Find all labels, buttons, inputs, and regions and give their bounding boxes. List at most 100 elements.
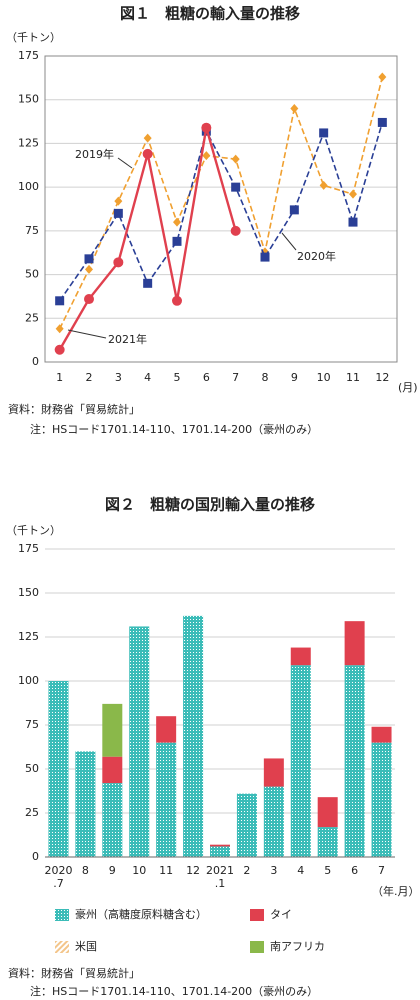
x-tick-label: 9 — [291, 371, 298, 384]
x-tick-label: 7 — [232, 371, 239, 384]
legend-label: タイ — [270, 908, 292, 921]
y-tick-label: 100 — [18, 180, 39, 193]
x-axis-label: (月) — [398, 381, 418, 394]
marker — [85, 264, 93, 274]
marker — [84, 294, 94, 305]
series-label: 2019年 — [75, 147, 114, 161]
y-tick-label: 50 — [25, 268, 39, 281]
leader-line — [281, 232, 297, 251]
bar-segment — [236, 793, 257, 857]
y-tick-label: 75 — [25, 718, 39, 731]
bar-segment — [102, 703, 123, 757]
marker — [231, 182, 241, 192]
marker — [349, 189, 357, 199]
bar-segment — [371, 726, 392, 743]
y-tick-label: 175 — [18, 542, 39, 555]
leader-line — [117, 157, 133, 169]
series-line — [58, 76, 384, 330]
x-tick-label: 4 — [144, 371, 151, 384]
bar-segment — [210, 844, 230, 847]
x-tick-label: 3 — [270, 864, 278, 877]
bar-segment — [48, 681, 69, 857]
y-tick-label: 150 — [18, 93, 39, 106]
legend-swatch — [250, 941, 264, 953]
legend-swatch — [55, 941, 69, 953]
x-tick-label: 12 — [186, 864, 201, 877]
bar-segment — [344, 621, 365, 666]
bar-segment — [317, 827, 338, 857]
marker — [84, 254, 94, 264]
x-tick-label: 6 — [351, 864, 359, 877]
marker — [113, 257, 124, 268]
y-axis-label: （千トン） — [6, 31, 61, 44]
chart-title: 図１ 粗糖の輸入量の推移 — [120, 5, 300, 23]
marker — [260, 252, 270, 262]
legend-label: 米国 — [75, 940, 97, 953]
marker — [378, 72, 387, 82]
note: 注：HSコード1701.14-110、1701.14-200（豪州のみ） — [30, 984, 318, 998]
bar-segment — [183, 615, 204, 857]
x-tick-label: 9 — [108, 864, 116, 877]
x-tick-label: 12 — [375, 371, 389, 384]
legend-swatch — [55, 909, 69, 921]
x-tick-label: 5 — [174, 371, 181, 384]
marker — [348, 217, 358, 227]
bar-segment — [156, 742, 177, 857]
marker — [172, 236, 182, 246]
x-tick-label: 11 — [346, 371, 360, 384]
marker — [173, 217, 181, 227]
bar-segment — [290, 647, 311, 666]
marker — [319, 180, 328, 190]
marker — [201, 122, 212, 133]
marker — [202, 151, 211, 161]
x-tick-label: 8 — [262, 371, 269, 384]
series-label: 2020年 — [297, 249, 336, 263]
bar-segment — [75, 751, 96, 857]
x-tick-label: 2021 .1 — [206, 864, 234, 890]
bar-segment — [263, 786, 284, 857]
x-tick-label: 5 — [324, 864, 332, 877]
y-tick-label: 150 — [18, 586, 39, 599]
marker — [55, 324, 64, 334]
y-tick-label: 125 — [18, 630, 39, 643]
bar-segment — [156, 716, 177, 743]
x-tick-label: 2 — [86, 371, 93, 384]
y-tick-label: 25 — [25, 806, 39, 819]
y-tick-label: 0 — [32, 355, 39, 368]
y-tick-label: 0 — [32, 850, 39, 863]
bar-segment — [344, 665, 365, 857]
marker — [142, 148, 153, 159]
x-tick-label: 8 — [81, 864, 89, 877]
bar-segment — [210, 846, 230, 857]
marker — [143, 278, 153, 288]
marker — [319, 128, 329, 138]
x-tick-label: 7 — [378, 864, 386, 877]
marker — [143, 133, 152, 143]
series-label: 2021年 — [108, 332, 147, 346]
leader-line — [67, 329, 107, 339]
series-line — [58, 127, 237, 351]
chart-title: 図２ 粗糖の国別輸入量の推移 — [105, 496, 315, 514]
source: 資料：財務省「貿易統計」 — [8, 966, 140, 980]
bar-segment — [263, 758, 284, 787]
marker — [231, 154, 240, 164]
x-tick-label: 2020 .7 — [44, 864, 73, 890]
x-axis-label: （年.月） — [372, 884, 420, 898]
bar-segment — [102, 756, 123, 784]
x-tick-label: 2 — [243, 864, 251, 877]
x-tick-label: 6 — [203, 371, 210, 384]
legend-label: 豪州（高糖度原料糖含む） — [75, 907, 207, 921]
y-tick-label: 75 — [25, 224, 39, 237]
x-tick-label: 11 — [159, 864, 174, 877]
legend-swatch — [250, 909, 264, 921]
marker — [377, 117, 387, 127]
plot-frame — [44, 55, 398, 363]
source: 資料：財務省「貿易統計」 — [8, 402, 140, 416]
x-tick-label: 1 — [56, 371, 63, 384]
x-tick-label: 10 — [317, 371, 331, 384]
y-tick-label: 100 — [18, 674, 39, 687]
x-tick-label: 10 — [132, 864, 147, 877]
y-tick-label: 25 — [25, 311, 39, 324]
